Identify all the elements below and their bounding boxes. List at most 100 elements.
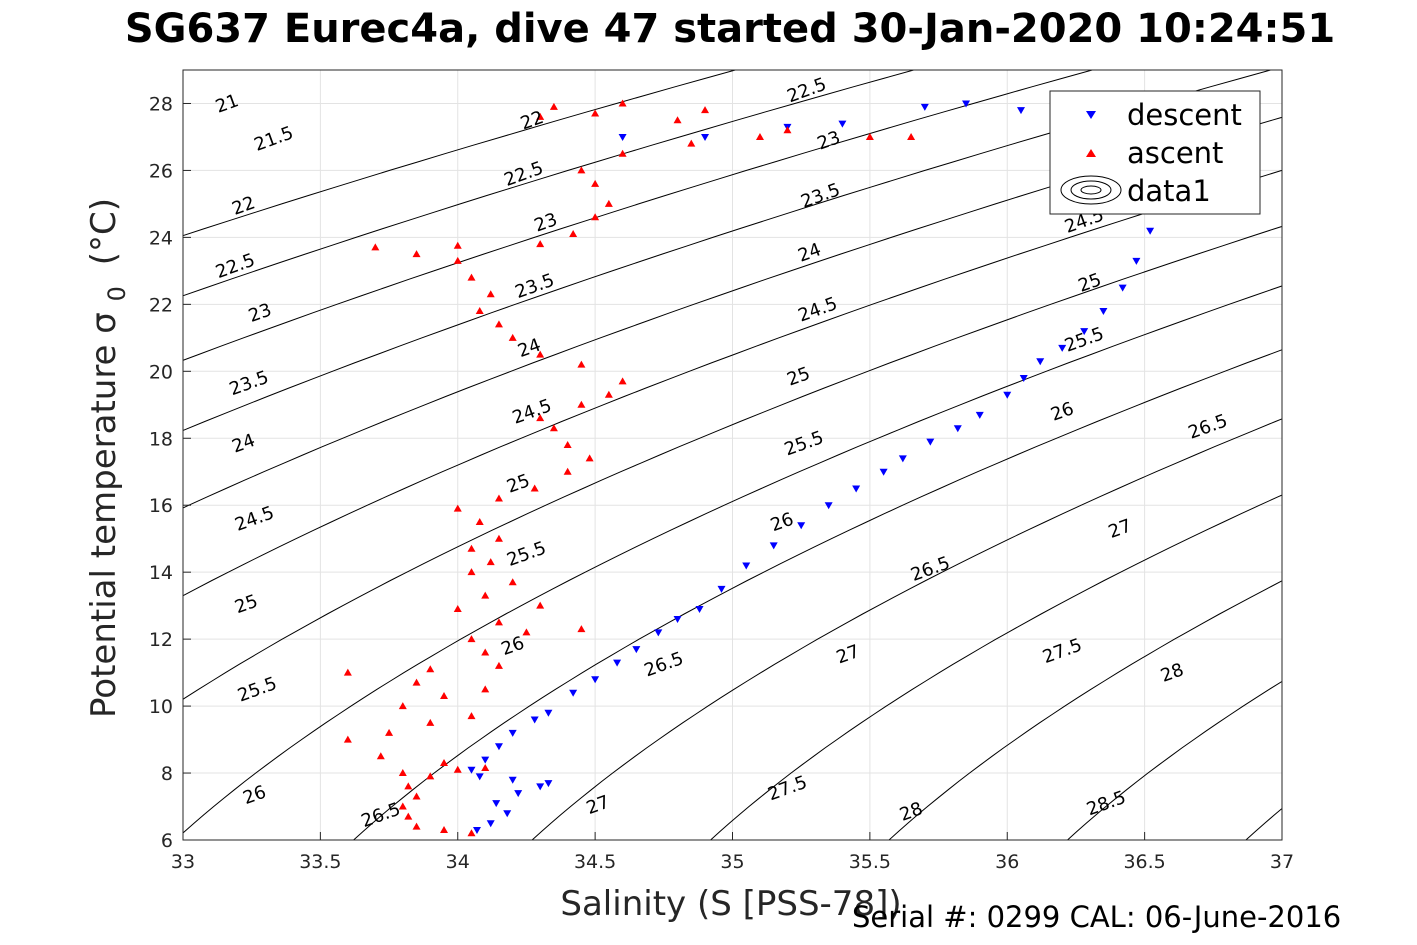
descent-marker: [1058, 344, 1067, 352]
ascent-marker: [530, 484, 539, 492]
descent-marker: [1019, 375, 1028, 382]
axis-ticks: 33 33.5 34 34.5 35 35.5 36 36.5 37 6 8 10 12 14 16 18 20…: [149, 93, 1294, 873]
descent-marker: [1132, 257, 1141, 265]
descent-marker: [530, 716, 539, 724]
descent-marker: [508, 729, 517, 737]
ascent-marker: [549, 102, 558, 110]
ascent-marker: [481, 685, 490, 693]
contour-label: 25.5: [782, 427, 827, 460]
ascent-marker: [536, 350, 545, 358]
contour-label: 21: [213, 90, 242, 118]
descent-marker: [632, 646, 641, 654]
ascent-marker: [412, 678, 421, 686]
descent-marker: [701, 133, 710, 141]
ascent-marker: [494, 320, 503, 328]
descent-marker: [536, 783, 545, 791]
contour-label: 25: [504, 470, 533, 498]
ascent-marker: [481, 591, 490, 599]
contour-label: 23: [246, 299, 275, 327]
descent-marker: [797, 522, 806, 530]
y-axis-label-main: Potential temperature σ: [84, 312, 124, 718]
ascent-marker: [591, 109, 600, 117]
y-tick-label: 6: [161, 830, 173, 852]
descent-marker: [695, 606, 704, 613]
density-contours: [183, 70, 1282, 840]
descent-marker: [654, 629, 663, 637]
ascent-marker: [618, 377, 627, 385]
ascent-marker: [494, 494, 503, 502]
y-tick-label: 28: [149, 93, 173, 115]
ascent-marker: [618, 99, 627, 107]
y-tick-label: 16: [149, 495, 173, 517]
ascent-marker: [412, 822, 421, 830]
descent-marker: [486, 820, 495, 828]
contour-label: 24.5: [795, 293, 840, 326]
contour-label: 27.5: [765, 772, 810, 805]
contour-line: [183, 70, 738, 237]
descent-marker: [926, 438, 935, 446]
ascent-marker: [494, 534, 503, 542]
ascent-marker: [604, 390, 613, 398]
y-tick-label: 24: [149, 227, 173, 249]
descent-marker: [514, 790, 523, 798]
descent-marker: [508, 776, 517, 784]
descent-marker: [824, 502, 833, 510]
contour-label: 25: [784, 363, 813, 391]
ascent-marker: [440, 692, 449, 700]
contour-line: [709, 494, 1282, 840]
descent-marker: [1080, 328, 1089, 336]
contour-label: 24: [515, 335, 544, 363]
contour-line: [183, 225, 1282, 700]
contour-label: 22.5: [784, 74, 829, 107]
contour-label: 28: [1158, 659, 1187, 687]
ascent-marker: [687, 139, 696, 147]
descent-marker: [1118, 284, 1127, 292]
y-tick-label: 14: [149, 562, 173, 584]
x-tick-label: 33: [171, 851, 195, 873]
contour-label: 24: [229, 430, 258, 458]
descent-marker: [591, 676, 600, 684]
contour-label: 26: [1048, 398, 1077, 426]
descent-marker: [492, 800, 501, 808]
contour-label: 27: [584, 792, 613, 820]
contour-label: 26: [499, 633, 528, 661]
descent-marker: [717, 585, 726, 593]
descent-marker: [503, 810, 512, 818]
x-axis-label: Salinity (S [PSS-78]): [560, 884, 901, 924]
descent-marker: [1016, 107, 1025, 115]
ascent-marker: [467, 712, 476, 720]
descent-marker: [618, 133, 627, 141]
contour-line: [352, 349, 1282, 840]
contour-label: 26.5: [908, 553, 953, 586]
contour-label: 26.5: [359, 799, 404, 832]
contour-label: 23.5: [798, 179, 843, 212]
descent-marker: [613, 659, 622, 667]
descent-marker: [920, 103, 929, 111]
y-tick-label: 20: [149, 361, 173, 383]
ascent-marker: [591, 213, 600, 221]
ascent-marker: [563, 440, 572, 448]
ascent-marker: [783, 126, 792, 134]
x-tick-label: 36.5: [1123, 851, 1165, 873]
x-tick-label: 36: [995, 851, 1019, 873]
ascent-marker: [549, 424, 558, 432]
legend: descent ascent data1: [1049, 90, 1261, 215]
contour-label: 22.5: [501, 158, 546, 191]
ascent-marker: [618, 149, 627, 157]
ascent-marker: [536, 240, 545, 248]
ascent-marker: [494, 618, 503, 626]
descent-marker: [544, 709, 553, 717]
ascent-marker: [343, 668, 352, 676]
contour-label: 23: [814, 127, 843, 155]
descent-marker: [742, 562, 751, 570]
legend-descent-label: descent: [1127, 98, 1242, 132]
descent-marker: [467, 766, 476, 774]
svg-text:Potential temperature σ: Potential temperature σ 0 (°C): [84, 198, 134, 718]
ascent-marker: [481, 764, 490, 772]
descent-marker: [1099, 308, 1108, 316]
ascent-marker: [701, 106, 710, 114]
ascent-marker: [475, 307, 484, 315]
descent-marker: [769, 542, 778, 550]
x-tick-label: 34: [446, 851, 470, 873]
